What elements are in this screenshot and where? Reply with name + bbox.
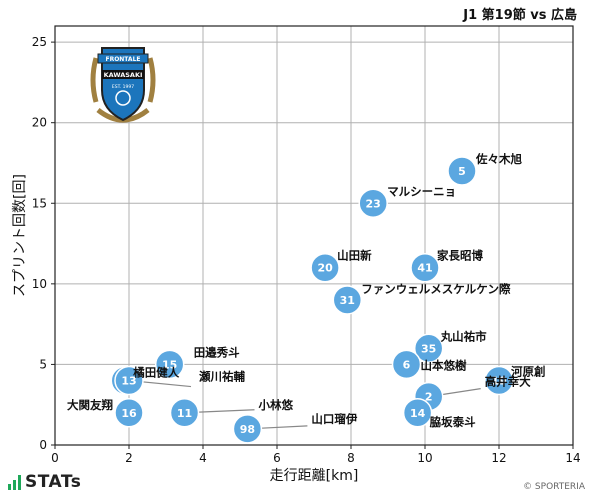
- x-tick-label: 6: [273, 451, 281, 465]
- player-name: 瀬川祐輔: [199, 370, 245, 384]
- player-number: 19: [491, 375, 506, 388]
- x-tick-label: 12: [491, 451, 506, 465]
- player-name: 山本悠樹: [421, 358, 467, 372]
- player-marker: [358, 188, 388, 219]
- player-marker: [391, 349, 422, 380]
- player-name: 丸山祐市: [440, 329, 487, 343]
- player-number: 41: [417, 262, 432, 275]
- stats-logo: STATs: [8, 472, 81, 492]
- player-name: 家長昭博: [437, 249, 483, 263]
- player-marker: [332, 285, 363, 315]
- player-marker: [402, 398, 433, 428]
- y-tick-label: 10: [32, 277, 47, 291]
- y-tick-label: 0: [39, 438, 47, 452]
- player-marker: [310, 252, 340, 283]
- y-axis-label: スプリント回数[回]: [12, 174, 28, 297]
- player-number: 14: [410, 407, 426, 420]
- y-tick-label: 20: [32, 116, 47, 130]
- player-name: 田邉秀斗: [194, 345, 240, 359]
- player-name: 脇坂泰斗: [430, 415, 476, 429]
- player-number: 31: [340, 294, 355, 307]
- player-name: 橘田健人: [132, 366, 179, 380]
- player-number: 23: [366, 197, 381, 210]
- x-tick-label: 2: [125, 451, 133, 465]
- player-name: 佐々木旭: [475, 152, 522, 166]
- x-tick-label: 8: [347, 451, 355, 465]
- player-number: 16: [121, 407, 137, 420]
- player-number: 5: [458, 165, 466, 178]
- player-number: 35: [421, 342, 436, 355]
- player-marker: [447, 156, 477, 186]
- x-tick-label: 14: [565, 451, 580, 465]
- player-marker: [169, 398, 200, 428]
- x-tick-label: 4: [199, 451, 207, 465]
- player-marker: [154, 349, 185, 380]
- plot-frame: [54, 25, 574, 446]
- player-name: 山口瑠伊: [311, 412, 357, 426]
- x-tick-label: 0: [51, 451, 59, 465]
- badge-est: EST. 1997: [112, 84, 134, 90]
- club-emblem: FRONTALE KAWASAKI EST. 1997: [88, 40, 158, 136]
- player-name: ファンウェルメスケルケン際: [361, 282, 511, 296]
- chart-title: J1 第19節 vs 広島: [463, 8, 577, 23]
- player-marker: [114, 365, 144, 396]
- player-name: マルシーニョ: [387, 184, 456, 198]
- player-marker: [410, 252, 440, 283]
- player-name: 山田新: [337, 249, 372, 263]
- player-marker: [114, 398, 144, 428]
- bars-icon: [8, 474, 21, 490]
- player-name: 小林悠: [258, 398, 294, 412]
- player-name: 高井幸大: [485, 375, 531, 389]
- player-number: 15: [162, 358, 177, 371]
- player-marker: [484, 365, 514, 396]
- y-tick-label: 15: [32, 196, 47, 210]
- player-number: 6: [403, 358, 411, 371]
- brand-name: STATs: [25, 472, 82, 492]
- player-number: 2: [425, 391, 433, 404]
- y-tick-label: 25: [32, 35, 47, 49]
- player-name: 大関友翔: [67, 398, 113, 412]
- x-axis-label: 走行距離[km]: [270, 467, 359, 484]
- player-number: 20: [317, 262, 333, 275]
- player-number: 13: [121, 375, 136, 388]
- player-marker: [413, 333, 444, 364]
- player-name: 河原創: [511, 365, 546, 379]
- copyright: © SPORTERIA: [523, 482, 585, 492]
- y-tick-label: 5: [39, 357, 47, 371]
- x-tick-label: 10: [417, 451, 432, 465]
- player-number: 98: [240, 423, 255, 436]
- badge-top-text: FRONTALE: [105, 56, 140, 63]
- badge-name: KAWASAKI: [104, 71, 143, 79]
- player-number: 11: [177, 407, 192, 420]
- player-marker: [232, 414, 263, 444]
